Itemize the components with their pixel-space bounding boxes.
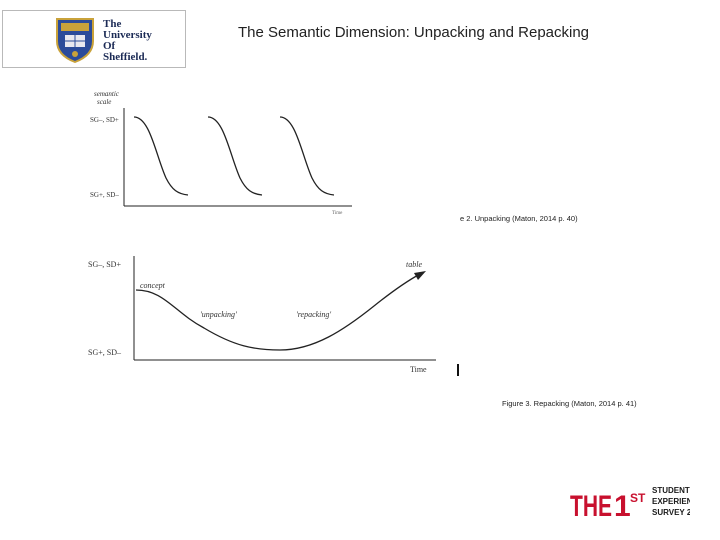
- figure-unpacking: semantic scale SG–, SD+ SG+, SD– Time: [90, 90, 352, 216]
- unpacking-wave-2: [207, 116, 263, 196]
- figure-caption-repacking: Figure 3. Repacking (Maton, 2014 p. 41): [502, 399, 637, 408]
- university-name: The University Of Sheffield.: [103, 19, 152, 63]
- survey-line-1: STUDENT: [652, 486, 690, 495]
- unpacking-wave-3: [279, 116, 335, 196]
- slide-title: The Semantic Dimension: Unpacking and Re…: [238, 24, 590, 41]
- unpacking-label: 'unpacking': [200, 310, 237, 319]
- figure-caption-unpacking: e 2. Unpacking (Maton, 2014 p. 40): [460, 214, 578, 223]
- unpacking-wave-1: [133, 116, 189, 196]
- logo-line-4: Sheffield.: [103, 51, 148, 63]
- logo-line-3: Of: [103, 40, 116, 52]
- logo-line-2: University: [103, 29, 152, 41]
- survey-first: 1: [614, 490, 631, 522]
- repacking-curve: [135, 273, 421, 351]
- text-cursor: [457, 364, 459, 376]
- y-top-label: SG–, SD+: [90, 116, 119, 124]
- survey-line-2: EXPERIENCE: [652, 497, 690, 506]
- survey-award-logo: THE 1 ST STUDENT EXPERIENCE SURVEY 2014-…: [570, 486, 690, 522]
- logo-line-1: The: [103, 18, 122, 30]
- y-top-label: SG–, SD+: [88, 260, 121, 269]
- x-axis-label: Time: [410, 365, 427, 374]
- end-label: table: [406, 260, 422, 269]
- university-logo: The University Of Sheffield.: [2, 10, 186, 68]
- repacking-label: 'repacking': [296, 310, 331, 319]
- y-bottom-label: SG+, SD–: [90, 191, 119, 199]
- axis-title-line1: semantic: [94, 90, 120, 98]
- survey-the: THE: [570, 490, 612, 522]
- shield-crest-icon: [56, 18, 94, 63]
- survey-first-sup: ST: [630, 491, 646, 505]
- arrowhead: [414, 271, 426, 280]
- start-label: concept: [140, 281, 166, 290]
- x-axis-label: Time: [332, 211, 343, 216]
- axis-title-line2: scale: [97, 98, 111, 106]
- survey-line-3: SURVEY 2014-15: [652, 508, 690, 517]
- figure-repacking: SG–, SD+ SG+, SD– concept table 'unpacki…: [88, 256, 436, 374]
- y-bottom-label: SG+, SD–: [88, 348, 122, 357]
